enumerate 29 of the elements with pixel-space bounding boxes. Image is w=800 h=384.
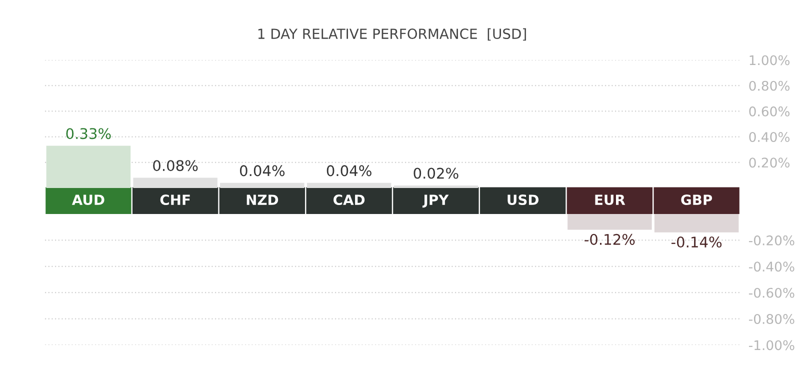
bar (394, 185, 478, 188)
data-label: -0.12% (584, 234, 635, 245)
y-tick-label: -0.40% (748, 262, 794, 272)
bar (306, 182, 392, 188)
x-tick-label: JPY (422, 194, 449, 208)
x-tick-label: CAD (334, 194, 365, 206)
data-label: 0.02% (414, 168, 458, 179)
data-label: 0.08% (153, 160, 198, 172)
x-tick-label: USD (508, 194, 538, 206)
bar (220, 182, 304, 188)
y-tick-label: -0.60% (748, 288, 794, 298)
y-tick-label: 0.20% (749, 158, 790, 168)
y-tick-label: -0.20% (748, 235, 794, 246)
x-tick-label: AUD (72, 194, 104, 206)
y-tick-label: -0.80% (748, 314, 794, 324)
x-tick-label: GBP (681, 194, 712, 206)
y-tick-label: 0.60% (749, 106, 790, 116)
y-tick-label: 0.40% (749, 132, 790, 142)
x-tick-label: EUR (595, 194, 626, 206)
y-tick-label: -1.00% (748, 340, 794, 350)
chart-title: 1 DAY RELATIVE PERFORMANCE [USD] (258, 28, 526, 41)
y-tick-label: 1.00% (750, 55, 790, 66)
data-label: 0.33% (66, 128, 111, 140)
y-tick-label: 0.80% (749, 80, 790, 91)
x-tick-label: CHF (160, 194, 190, 206)
x-tick-label: NZD (246, 194, 278, 205)
data-label: -0.14% (671, 236, 722, 248)
data-label: 0.04% (240, 165, 285, 176)
data-label: 0.04% (326, 165, 372, 176)
